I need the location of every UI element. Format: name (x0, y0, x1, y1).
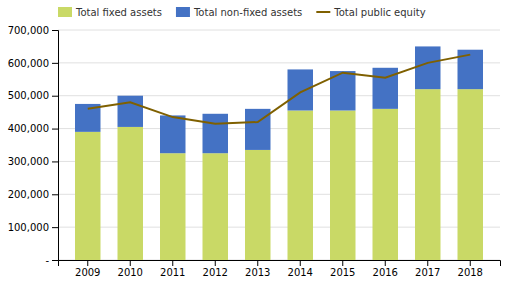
legend-swatch (316, 11, 330, 13)
tick-mark (342, 260, 343, 266)
tick-label: - (45, 255, 49, 266)
bar (203, 153, 229, 260)
bar (160, 153, 186, 260)
tick: 400,000 (8, 123, 58, 134)
bar (75, 132, 101, 260)
tick-mark (215, 260, 216, 266)
tick-label: 2013 (245, 267, 270, 278)
legend-label: Total public equity (333, 7, 425, 18)
tick: - (45, 255, 58, 266)
tick: 2016 (373, 260, 398, 278)
tick-label: 2012 (203, 267, 228, 278)
tick: 2012 (203, 260, 228, 278)
tick-label: 2017 (415, 267, 440, 278)
tick: 500,000 (8, 90, 58, 101)
tick-label: 2009 (75, 267, 100, 278)
tick-label: 500,000 (8, 90, 49, 101)
legend-item: Total public equity (316, 7, 425, 18)
tick-mark (427, 260, 428, 266)
bar (373, 109, 399, 260)
legend: Total fixed assets Total non-fixed assets… (58, 7, 426, 18)
legend-swatch (176, 7, 190, 17)
tick-label: 100,000 (8, 222, 49, 233)
legend-label: Total non-fixed assets (193, 7, 302, 18)
bar-series (75, 46, 483, 153)
x-axis: 2009 2010 2011 2012 2013 2014 2015 2016 2017 2018 (59, 260, 501, 278)
tick-mark (52, 96, 58, 97)
tick: 300,000 (8, 156, 58, 167)
bar (245, 150, 271, 260)
chart: 2009 2010 2011 2012 2013 2014 2015 2016 2017 2018… (0, 0, 512, 284)
tick-label: 300,000 (8, 156, 49, 167)
axis-line (52, 31, 59, 261)
tick: 600,000 (8, 58, 58, 69)
tick-label: 2011 (160, 267, 185, 278)
bar (203, 114, 229, 153)
bar (458, 89, 484, 260)
tick: 2018 (458, 260, 483, 278)
tick: 2011 (160, 260, 185, 278)
tick-mark (52, 260, 58, 261)
tick-label: 2010 (118, 267, 143, 278)
bar (330, 111, 356, 261)
tick-mark (52, 161, 58, 162)
bar (288, 69, 314, 110)
tick-mark (257, 260, 258, 266)
grid (58, 30, 500, 260)
bar (160, 115, 186, 153)
marks (75, 46, 483, 260)
tick: 2013 (245, 260, 270, 278)
tick-mark (300, 260, 301, 266)
bar-series (75, 89, 483, 260)
tick-label: 600,000 (8, 58, 49, 69)
tick: 2015 (330, 260, 355, 278)
legend-item: Total fixed assets (58, 7, 162, 18)
tick-mark (52, 63, 58, 64)
tick-label: 200,000 (8, 189, 49, 200)
tick: 2010 (118, 260, 143, 278)
tick: 2017 (415, 260, 440, 278)
tick-mark (52, 227, 58, 228)
legend-label: Total fixed assets (75, 7, 162, 18)
grid-line (58, 30, 500, 31)
y-axis: - 100,000 200,000 300,000 400,000 500,000 600,… (8, 25, 59, 266)
plot-area: 2009 2010 2011 2012 2013 2014 2015 2016 2017 2018… (8, 25, 501, 278)
tick-mark (385, 260, 386, 266)
tick-mark (87, 260, 88, 266)
tick-mark (52, 129, 58, 130)
bar (415, 89, 441, 260)
tick: 200,000 (8, 189, 58, 200)
tick-label: 400,000 (8, 123, 49, 134)
tick-label: 2018 (458, 267, 483, 278)
tick-mark (52, 30, 58, 31)
tick-label: 2015 (330, 267, 355, 278)
axis-line (59, 261, 501, 267)
tick-mark (130, 260, 131, 266)
tick-mark (172, 260, 173, 266)
tick: 2009 (75, 260, 100, 278)
bar (288, 111, 314, 261)
tick: 100,000 (8, 222, 58, 233)
bar (415, 46, 441, 89)
tick-mark (52, 194, 58, 195)
tick-mark (470, 260, 471, 266)
legend-swatch (58, 7, 72, 17)
line (88, 55, 471, 124)
tick-label: 2016 (373, 267, 398, 278)
bar (118, 96, 144, 127)
bar (118, 127, 144, 260)
tick: 700,000 (8, 25, 58, 36)
tick: 2014 (288, 260, 313, 278)
legend-item: Total non-fixed assets (176, 7, 302, 18)
tick-label: 700,000 (8, 25, 49, 36)
tick-label: 2014 (288, 267, 313, 278)
